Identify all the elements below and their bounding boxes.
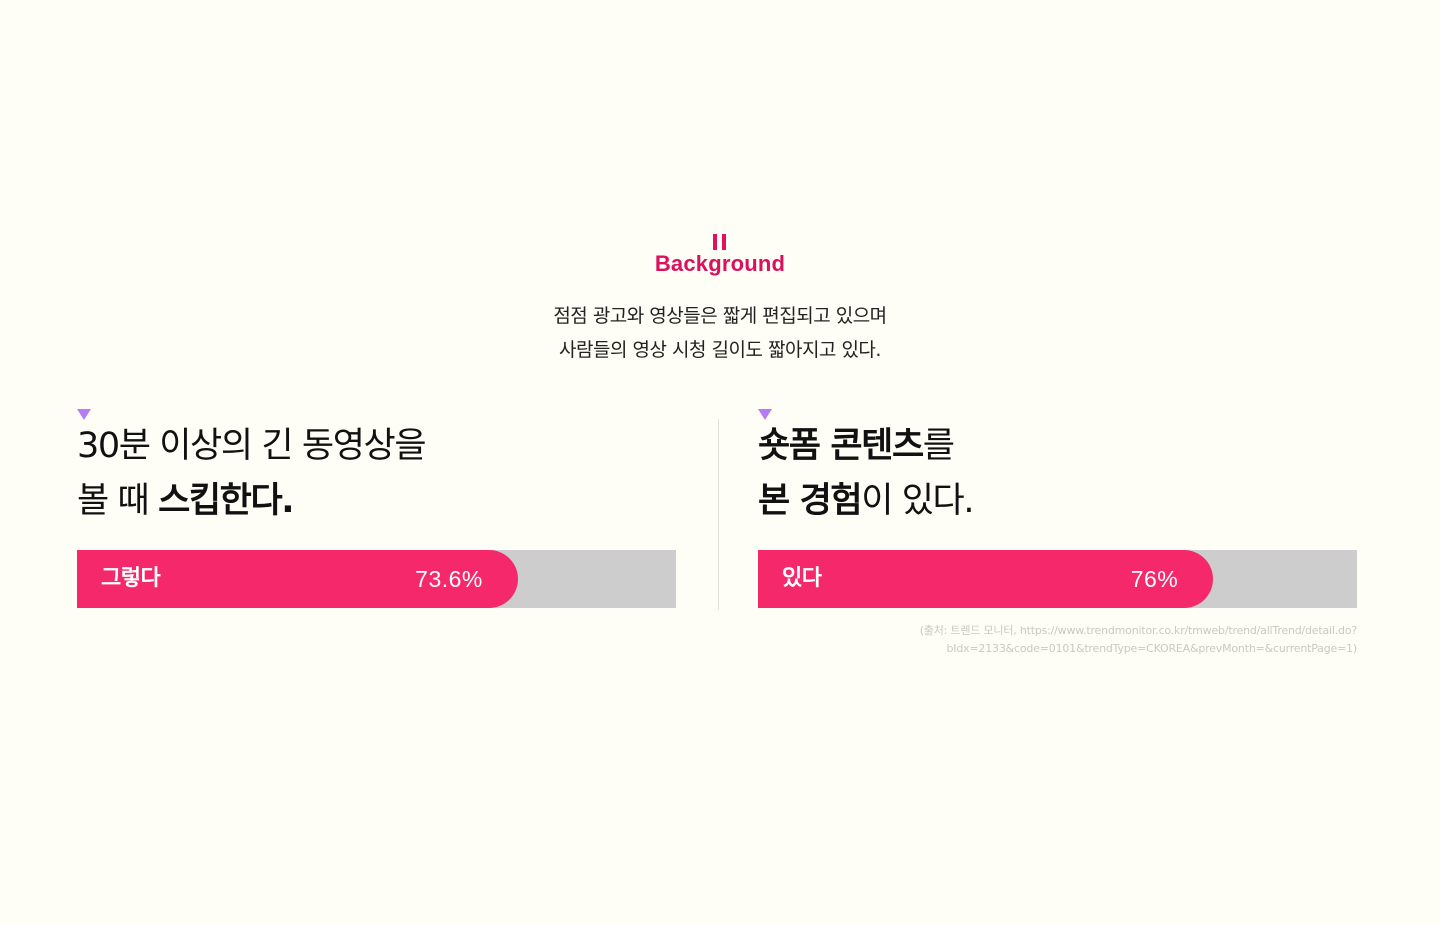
headline-emphasis: 숏폼 콘텐츠 (758, 426, 924, 466)
progress-bar-fill (77, 550, 518, 608)
stat-headline: 숏폼 콘텐츠를 본 경험이 있다. (758, 419, 974, 529)
progress-bar: 있다 76% (758, 550, 1357, 608)
triangle-marker-icon (758, 409, 772, 420)
bar-label: 있다 (782, 566, 822, 591)
triangle-marker-icon (77, 409, 91, 420)
headline-text: 볼 때 (77, 481, 159, 521)
progress-bar: 그렇다 73.6% (77, 550, 676, 608)
intro-line: 사람들의 영상 시청 길이도 짧아지고 있다. (559, 339, 881, 361)
headline-text: 30분 이상의 긴 동영상을 (77, 426, 427, 466)
headline-line-1: 30분 이상의 긴 동영상을 (77, 419, 427, 474)
source-line: (출처: 트렌드 모니터, https://www.trendmonitor.c… (919, 624, 1358, 637)
source-line: bIdx=2133&code=0101&trendType=CKOREA&pre… (946, 642, 1358, 655)
intro-line: 점점 광고와 영상들은 짧게 편집되고 있으며 (553, 305, 887, 327)
column-divider (718, 419, 719, 610)
headline-line-1: 숏폼 콘텐츠를 (758, 419, 973, 474)
headline-line-2: 본 경험이 있다. (758, 474, 974, 529)
headline-line-2: 볼 때 스킵한다. (77, 474, 425, 529)
source-citation: (출처: 트렌드 모니터, https://www.trendmonitor.c… (797, 622, 1358, 658)
section-title: Background (654, 251, 786, 276)
bar-value: 73.6% (415, 566, 483, 592)
section-marker-icon (713, 234, 727, 250)
headline-emphasis: 스킵한다. (158, 481, 295, 521)
headline-text: 이 있다. (861, 481, 974, 521)
intro-text: 점점 광고와 영상들은 짧게 편집되고 있으며 사람들의 영상 시청 길이도 짧… (0, 299, 1440, 367)
bar-value: 76% (1130, 566, 1179, 592)
headline-emphasis: 본 경험 (758, 481, 863, 521)
stat-headline: 30분 이상의 긴 동영상을 볼 때 스킵한다. (77, 419, 427, 529)
headline-text: 를 (922, 426, 955, 466)
progress-bar-fill (758, 550, 1214, 608)
bar-label: 그렇다 (101, 566, 161, 591)
